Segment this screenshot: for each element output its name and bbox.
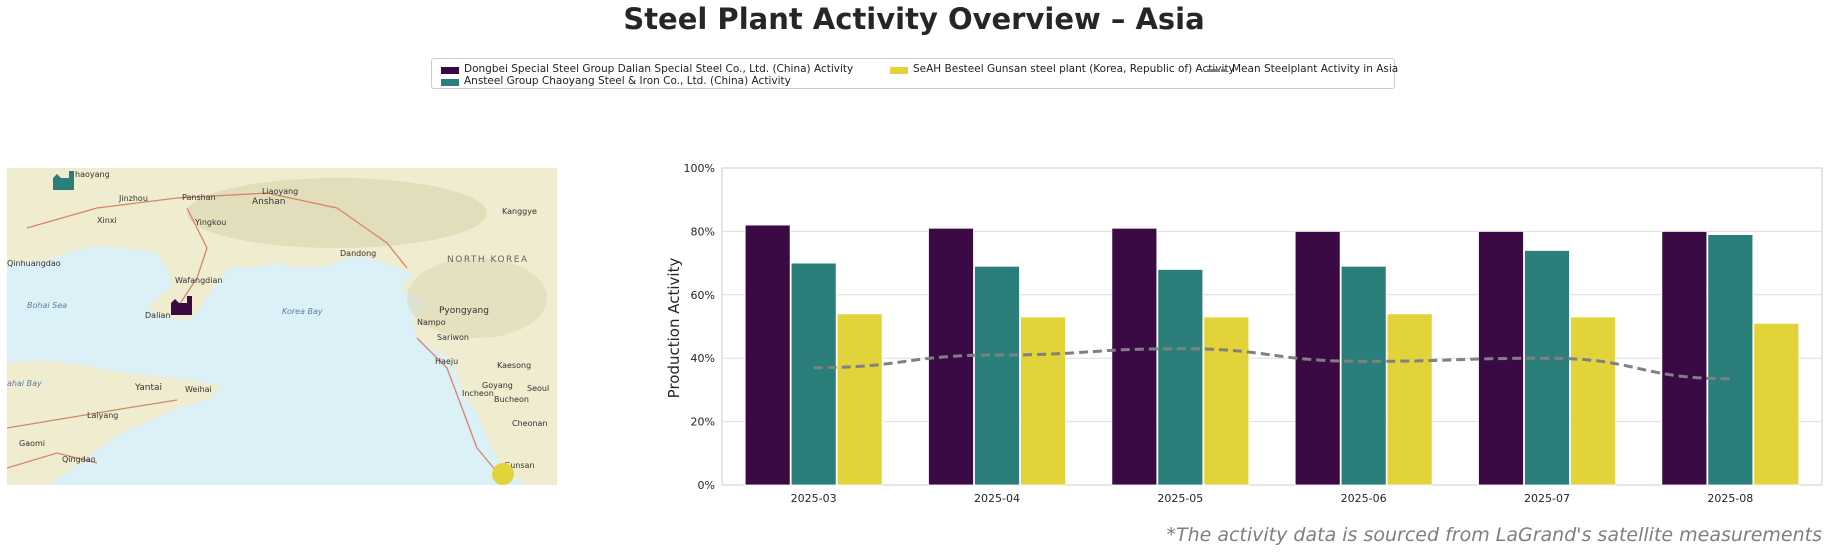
bar-seah: [1570, 316, 1616, 486]
bar-seah: [1020, 316, 1066, 486]
map-label: Sariwon: [437, 333, 469, 342]
legend-swatch-mean: [1207, 69, 1227, 72]
y-tick-label: 80%: [691, 225, 715, 238]
map-land-liaodong: [147, 266, 232, 320]
x-tick-label: 2025-08: [1707, 492, 1753, 505]
map-label: ahai Bay: [7, 379, 42, 388]
footnote: *The activity data is sourced from LaGra…: [1166, 524, 1822, 546]
bar-dongbei: [1661, 230, 1708, 486]
bar-dongbei: [744, 224, 791, 486]
map-road: [176, 207, 208, 309]
map-label: Kanggye: [502, 207, 537, 216]
factory-icon-dongbei: [171, 296, 192, 315]
bar-ansteel: [1707, 234, 1754, 486]
bar-dongbei: [928, 227, 974, 486]
map-label: Bucheon: [494, 395, 529, 404]
map-label: Panshan: [182, 193, 216, 202]
map-label: Bohai Sea: [27, 301, 67, 310]
legend-label-mean: Mean Steelplant Activity in Asia: [1232, 63, 1399, 75]
map-label: Kaesong: [497, 361, 531, 370]
y-tick-label: 60%: [691, 289, 715, 302]
map-label: Dandong: [340, 249, 376, 258]
x-tick-label: 2025-04: [974, 492, 1020, 505]
map-road: [7, 452, 98, 469]
bar-seah: [1386, 313, 1433, 486]
region-map: haoyang Jinzhou Panshan Liaoyang Anshan …: [7, 168, 557, 485]
map-label: Dalian: [145, 311, 170, 320]
bar-seah: [1203, 316, 1250, 486]
bar-dongbei: [1294, 230, 1341, 486]
plot-area: [721, 167, 1823, 486]
y-axis-label: Production Activity: [665, 258, 683, 399]
factory-icon-ansteel: [53, 171, 74, 190]
y-tick-label: 100%: [684, 162, 715, 175]
bar-ansteel: [1157, 269, 1204, 486]
map-label: Nampo: [417, 318, 446, 327]
page-title: Steel Plant Activity Overview – Asia: [623, 2, 1205, 36]
legend-swatch-dongbei: [441, 67, 459, 74]
bar-ansteel: [1340, 265, 1387, 486]
map-road: [26, 192, 408, 269]
map-label: Laiyang: [87, 411, 118, 420]
map-label: Weihai: [185, 385, 212, 394]
map-terrain: [187, 178, 487, 248]
bar-seah: [1753, 322, 1800, 486]
bar-ansteel: [1524, 250, 1570, 486]
bar-ansteel: [790, 262, 837, 486]
map-label: Cheonan: [512, 419, 548, 428]
x-tick-label: 2025-06: [1341, 492, 1387, 505]
chart-legend: Dongbei Special Steel Group Dalian Speci…: [431, 58, 1399, 89]
map-road: [7, 399, 178, 429]
map-label: Anshan: [252, 197, 285, 207]
map-terrain-korea: [407, 258, 547, 338]
map-label: Gunsan: [504, 461, 534, 470]
map-label: haoyang: [75, 170, 110, 179]
bar-dongbei: [1111, 227, 1158, 486]
factory-icon-seah: [492, 463, 514, 485]
map-road: [416, 337, 503, 479]
map-label: NORTH KOREA: [447, 255, 529, 265]
x-tick-label: 2025-07: [1524, 492, 1570, 505]
legend-label-seah: SeAH Besteel Gunsan steel plant (Korea, …: [913, 63, 1235, 75]
legend-swatch-seah: [890, 67, 908, 74]
map-label: Gaomi: [19, 439, 45, 448]
legend-label-ansteel: Ansteel Group Chaoyang Steel & Iron Co.,…: [464, 75, 791, 87]
x-tick-label: 2025-05: [1157, 492, 1203, 505]
map-label: Seoul: [527, 384, 549, 393]
map-label: Xinxi: [97, 216, 117, 225]
legend-swatch-ansteel: [441, 79, 459, 86]
y-tick-label: 40%: [691, 352, 715, 365]
bar-ansteel: [974, 265, 1020, 486]
map-label: Liaoyang: [262, 187, 298, 196]
map-label: Haeju: [435, 357, 458, 366]
map-label: Pyongyang: [439, 306, 489, 316]
map-label: Yantai: [134, 383, 162, 393]
legend-label-dongbei: Dongbei Special Steel Group Dalian Speci…: [464, 63, 854, 75]
y-tick-label: 0%: [698, 479, 715, 492]
y-tick-label: 20%: [691, 416, 715, 429]
map-label: Korea Bay: [282, 307, 323, 316]
map-label: Wafangdian: [175, 276, 222, 285]
bar-seah: [836, 313, 883, 486]
map-label: Goyang: [482, 381, 513, 390]
map-label: Yingkou: [194, 218, 226, 227]
x-tick-label: 2025-03: [791, 492, 837, 505]
map-label: Incheon: [462, 389, 494, 398]
map-label: Jinzhou: [118, 194, 148, 203]
map-label: Qinhuangdao: [7, 259, 61, 268]
map-label: Qingdao: [62, 455, 96, 464]
